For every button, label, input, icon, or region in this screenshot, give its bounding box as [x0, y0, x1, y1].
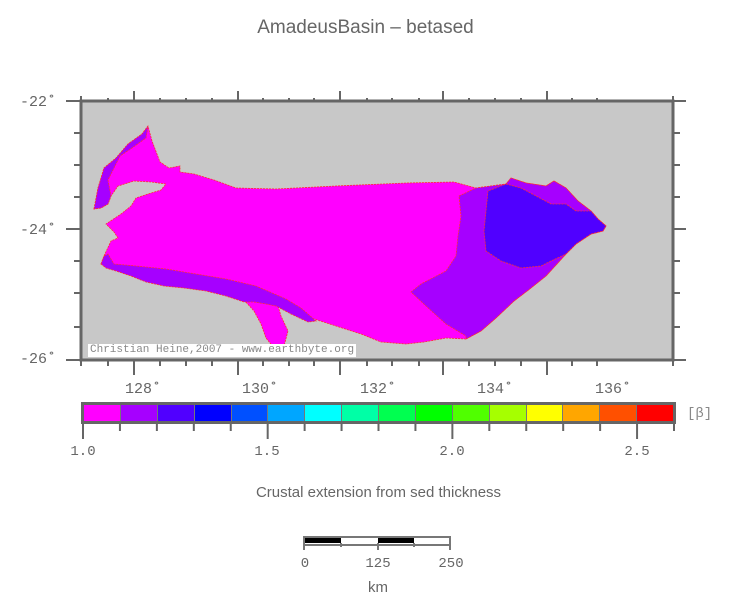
colorbar-label-2-5: 2.5 [624, 444, 650, 460]
colorbar-swatch [157, 405, 194, 421]
colorbar-swatch [305, 405, 342, 421]
colorbar-swatch [379, 405, 415, 421]
y-label-22: -22˚ [20, 94, 57, 111]
right-ticks [673, 100, 686, 361]
bottom-ticks [80, 360, 674, 375]
basin-region [93, 125, 607, 349]
map-credit: Christian Heine,2007 - www.earthbyte.org [88, 344, 357, 357]
map-svg [66, 91, 686, 375]
colorbar-swatch [415, 405, 452, 421]
left-ticks [66, 100, 81, 361]
x-label-128: 128˚ [124, 381, 162, 398]
colorbar-unit: [β] [687, 406, 713, 422]
colorbar-swatch [231, 405, 268, 421]
colorbar-swatch [452, 405, 489, 421]
colorbar-swatch [342, 405, 378, 421]
colorbar-swatch [120, 405, 157, 421]
colorbar-swatch [194, 405, 231, 421]
scale-unit: km [368, 579, 388, 596]
colorbar-label-1-5: 1.5 [254, 444, 280, 460]
colorbar-swatch [268, 405, 305, 421]
scale-bar [303, 536, 451, 550]
colorbar-swatch [563, 405, 600, 421]
scale-label-125: 125 [365, 556, 391, 572]
x-label-134: 134˚ [476, 381, 514, 398]
x-label-136: 136˚ [594, 381, 632, 398]
colorbar-label-1-0: 1.0 [70, 444, 96, 460]
colorbar-swatch [600, 405, 637, 421]
map-panel [66, 91, 686, 375]
colorbar [81, 402, 676, 424]
colorbar-swatch [637, 405, 673, 421]
colorbar-swatch [489, 405, 526, 421]
colorbar-subtitle: Crustal extension from sed thickness [255, 484, 502, 501]
y-label-24: -24˚ [20, 222, 57, 239]
x-label-132: 132˚ [359, 381, 397, 398]
x-label-130: 130˚ [241, 381, 279, 398]
scale-label-0: 0 [300, 556, 310, 572]
map-title: AmadeusBasin – betased [257, 17, 474, 38]
scale-label-250: 250 [438, 556, 464, 572]
colorbar-label-2-0: 2.0 [439, 444, 465, 460]
colorbar-swatch [84, 405, 120, 421]
colorbar-ticks [82, 424, 675, 439]
colorbar-swatch [526, 405, 563, 421]
y-label-26: -26˚ [20, 351, 57, 368]
